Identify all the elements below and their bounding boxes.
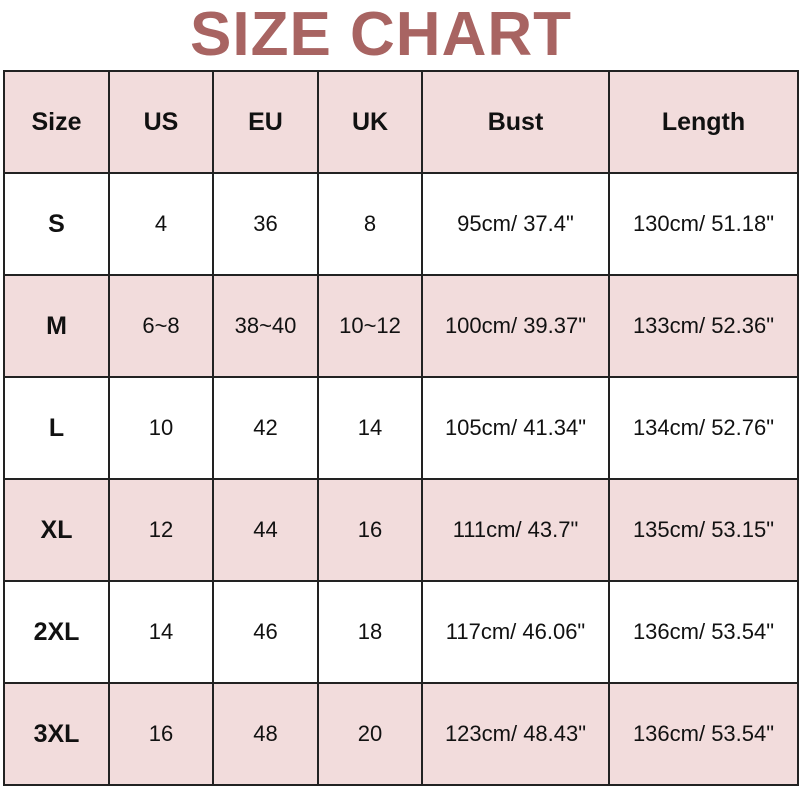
table-cell: XL: [3, 478, 110, 582]
table-cell: 136cm/ 53.54": [608, 580, 799, 684]
table-cell: 38~40: [212, 274, 319, 378]
header-row: Size US EU UK Bust Length: [3, 70, 799, 174]
table-row: XL 12 44 16 111cm/ 43.7" 135cm/ 53.15": [3, 478, 799, 582]
table-cell: 136cm/ 53.54": [608, 682, 799, 786]
table-cell: 130cm/ 51.18": [608, 172, 799, 276]
table-cell: 16: [108, 682, 214, 786]
table-cell: 135cm/ 53.15": [608, 478, 799, 582]
column-header: Size: [3, 70, 110, 174]
table-cell: 44: [212, 478, 319, 582]
table-cell: 16: [317, 478, 423, 582]
table-cell: 20: [317, 682, 423, 786]
table-cell: 18: [317, 580, 423, 684]
table-row: S 4 36 8 95cm/ 37.4" 130cm/ 51.18": [3, 172, 799, 276]
table-cell: 48: [212, 682, 319, 786]
table-cell: 14: [108, 580, 214, 684]
column-header: US: [108, 70, 214, 174]
table-cell: 111cm/ 43.7": [421, 478, 610, 582]
table-cell: 2XL: [3, 580, 110, 684]
table-cell: 10~12: [317, 274, 423, 378]
table-cell: 105cm/ 41.34": [421, 376, 610, 480]
page-title: SIZE CHART: [190, 0, 572, 69]
table-cell: 134cm/ 52.76": [608, 376, 799, 480]
table-cell: 100cm/ 39.37": [421, 274, 610, 378]
table-cell: 4: [108, 172, 214, 276]
table-cell: 36: [212, 172, 319, 276]
table-cell: 14: [317, 376, 423, 480]
column-header: UK: [317, 70, 423, 174]
table-row: L 10 42 14 105cm/ 41.34" 134cm/ 52.76": [3, 376, 799, 480]
table-cell: S: [3, 172, 110, 276]
table-cell: 95cm/ 37.4": [421, 172, 610, 276]
table-cell: 133cm/ 52.36": [608, 274, 799, 378]
table-cell: 6~8: [108, 274, 214, 378]
table-row: M 6~8 38~40 10~12 100cm/ 39.37" 133cm/ 52.36": [3, 274, 799, 378]
table-cell: 10: [108, 376, 214, 480]
table-cell: 42: [212, 376, 319, 480]
table-cell: L: [3, 376, 110, 480]
table-cell: 123cm/ 48.43": [421, 682, 610, 786]
column-header: EU: [212, 70, 319, 174]
size-chart-table: Size US EU UK Bust Length S 4 36 8 95cm/ 37.4" 130c…: [3, 70, 799, 786]
table-cell: M: [3, 274, 110, 378]
table-row: 3XL 16 48 20 123cm/ 48.43" 136cm/ 53.54": [3, 682, 799, 786]
table-cell: 8: [317, 172, 423, 276]
table-cell: 117cm/ 46.06": [421, 580, 610, 684]
table-cell: 12: [108, 478, 214, 582]
table-row: 2XL 14 46 18 117cm/ 46.06" 136cm/ 53.54": [3, 580, 799, 684]
column-header: Bust: [421, 70, 610, 174]
column-header: Length: [608, 70, 799, 174]
table-cell: 46: [212, 580, 319, 684]
table-cell: 3XL: [3, 682, 110, 786]
